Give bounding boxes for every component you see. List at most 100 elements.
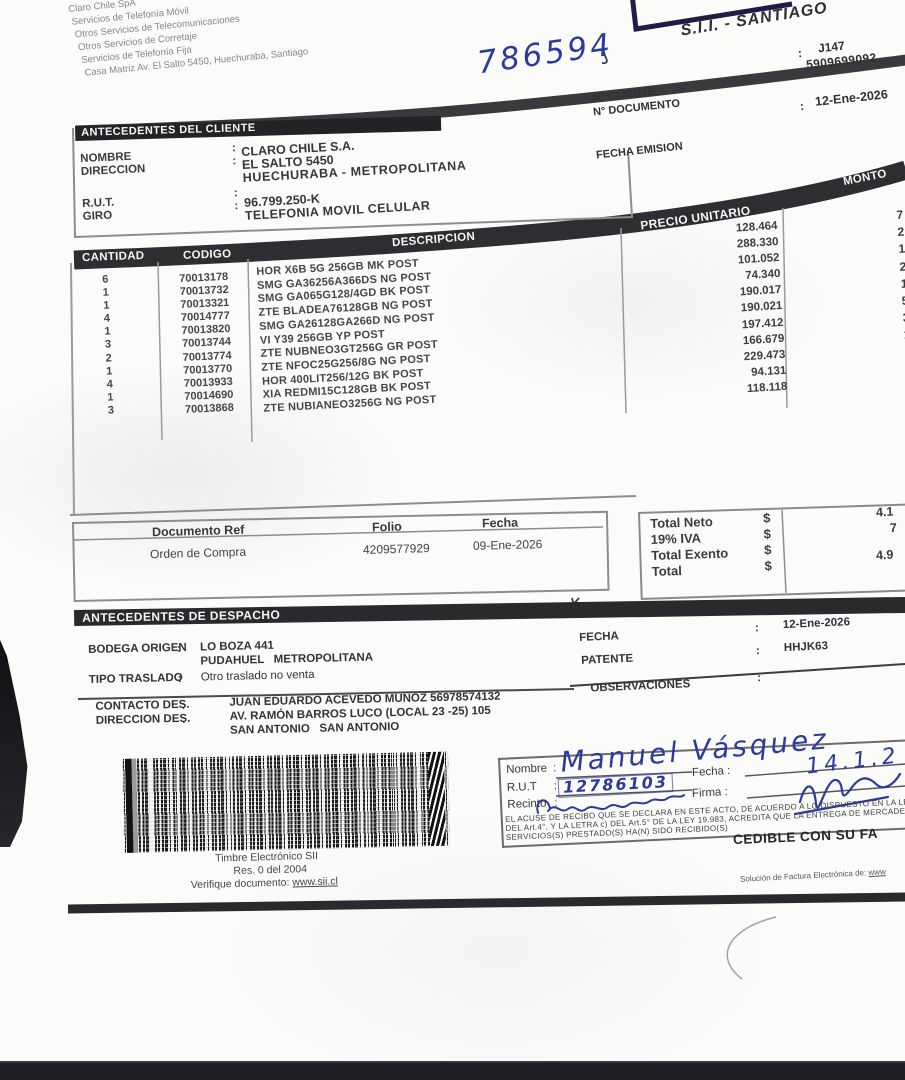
docref-folio-value: 4209577929 <box>362 541 430 557</box>
client-direccion-label: DIRECCION <box>80 163 146 178</box>
scan-shadow-bottom <box>0 1061 905 1080</box>
docref-doc-value: Orden de Compra <box>149 544 247 562</box>
colon: : <box>799 98 805 114</box>
total-exento-label: Total Exento <box>650 545 729 563</box>
solucion-text: Solución de Factura Electrónica de: <box>739 868 869 884</box>
total-label: Total <box>651 563 683 579</box>
fecha-emision-label: FECHA EMISION <box>595 140 684 162</box>
col-header-cantidad: CANTIDAD <box>81 249 145 265</box>
n-documento-value: 5909699092 <box>805 50 878 72</box>
handwritten-folio: 786594 <box>475 26 616 82</box>
direccion-des-label: DIRECCION DES. <box>95 712 191 727</box>
despacho-section-title: ANTECEDENTES DE DESPACHO <box>82 607 281 625</box>
observaciones-label: OBSERVACIONES <box>590 678 691 695</box>
patente-label: PATENTE <box>581 652 634 667</box>
solucion-url: www <box>868 867 886 878</box>
item-monto-partial: 1 <box>898 241 905 257</box>
pdf417-barcode <box>122 751 451 853</box>
table-header-bar <box>73 160 905 270</box>
items-monto-column: 7 2 1 2 1 5 3 1 9 3 <box>896 207 905 379</box>
currency-sign: $ <box>763 526 772 542</box>
colon: : <box>756 672 762 685</box>
colon: : <box>797 45 803 61</box>
recibo-recinto-label: Recinto <box>507 797 547 811</box>
currency-sign: $ <box>764 558 773 574</box>
docref-col-doc: Documento Ref <box>151 522 245 540</box>
docref-col-fecha: Fecha <box>481 515 519 531</box>
client-section-title: ANTECEDENTES DEL CLIENTE <box>81 121 256 139</box>
client-section-bar: ANTECEDENTES DEL CLIENTE <box>75 115 442 141</box>
iva-partial: 7 <box>889 520 898 536</box>
colon: : <box>234 200 239 213</box>
colon: : <box>177 672 182 685</box>
total-neto-partial: 4.1 <box>875 504 894 520</box>
tipo-traslado-value: Otro traslado no venta <box>200 668 315 684</box>
item-cantidad: 2 <box>105 351 113 365</box>
colon: : <box>232 155 237 168</box>
items-cantidad-column: 6 1 1 4 1 3 2 1 4 1 3 <box>96 273 120 418</box>
item-codigo: 70013868 <box>184 401 235 416</box>
item-monto-partial: 1 <box>900 276 905 291</box>
despacho-fecha-value: 12-Ene-2026 <box>782 616 851 632</box>
fecha-emision-value: 12-Ene-2026 <box>814 87 889 109</box>
footer-solucion: Solución de Factura Electrónica de: www <box>739 867 886 884</box>
pen-mark-arc <box>726 916 777 980</box>
colon: : <box>233 187 239 200</box>
item-cantidad: 3 <box>104 338 112 352</box>
currency-sign: $ <box>762 510 771 526</box>
bodega-label: BODEGA ORIGEN <box>88 641 187 656</box>
item-monto-partial: 7 <box>896 207 904 222</box>
client-giro-label: GIRO <box>82 209 113 223</box>
client-rut-label: R.U.T. <box>81 196 115 210</box>
client-nombre-label: NOMBRE <box>80 150 132 165</box>
item-cantidad: 4 <box>103 312 111 325</box>
item-cantidad: 1 <box>104 325 111 339</box>
recibo-fecha-label: Fecha : <box>691 765 731 779</box>
item-cantidad: 6 <box>101 273 109 286</box>
patente-value: HHJK63 <box>783 640 829 655</box>
col-header-monto: MONTO <box>842 167 888 189</box>
items-codigo-column: 70013178 70013732 70013321 70014777 7001… <box>179 271 234 417</box>
colon: : <box>552 762 557 775</box>
sii-url: www.sii.cl <box>292 875 339 889</box>
docref-col-folio: Folio <box>371 519 403 535</box>
items-descripcion-column: HOR X6B 5G 256GB MK POST SMG GA36256A366… <box>256 257 441 417</box>
sii-office-label: S.I.I. - SANTIAGO <box>679 0 829 40</box>
colon: : <box>755 645 761 658</box>
item-cantidad: 3 <box>107 404 115 417</box>
docref-fecha-value: 09-Ene-2026 <box>472 537 543 553</box>
bodega-value1: LO BOZA 441 <box>199 639 274 654</box>
colon: : <box>754 622 760 635</box>
item-monto-partial: 2 <box>897 224 905 240</box>
bodega-value2: PUDAHUEL METROPOLITANA <box>200 651 374 668</box>
recibo-nombre-label: Nombre <box>506 762 548 776</box>
timbre-line3: Verifique documento: www.sii.cl <box>190 875 339 892</box>
direccion-des-value2: SAN ANTONIO SAN ANTONIO <box>229 720 400 737</box>
verifique-text: Verifique documento: <box>190 876 293 892</box>
colon: : <box>554 797 558 810</box>
item-cantidad: 1 <box>103 299 110 312</box>
table-col-line-2 <box>247 258 253 443</box>
timbre-line2: Res. 0 del 2004 <box>233 863 308 878</box>
table-col-line-3 <box>620 227 627 414</box>
col-header-descripcion: DESCRIPCION <box>391 230 476 250</box>
item-cantidad: 1 <box>105 365 113 378</box>
recibo-rut-label: R.U.T <box>506 780 538 794</box>
colon: : <box>553 780 558 793</box>
colon: : <box>181 713 186 726</box>
col-header-codigo: CODIGO <box>182 248 232 262</box>
page-bottom-rule <box>67 892 905 914</box>
currency-sign: $ <box>763 542 772 558</box>
items-precio-column: 128.464 288.330 101.052 74.340 190.017 1… <box>640 218 788 403</box>
tipo-traslado-label: TIPO TRASLADO <box>88 671 183 686</box>
colon: : <box>231 142 237 155</box>
contacto-label: CONTACTO DES. <box>95 698 190 713</box>
scan-shadow-left <box>0 635 28 847</box>
iva-label: 19% IVA <box>650 530 702 547</box>
n-cliente-value: J147 <box>817 38 846 56</box>
item-cantidad: 4 <box>106 378 114 391</box>
item-cantidad: 1 <box>107 391 114 404</box>
recibo-firma-label: Firma : <box>691 786 729 800</box>
total-neto-label: Total Neto <box>649 514 714 531</box>
